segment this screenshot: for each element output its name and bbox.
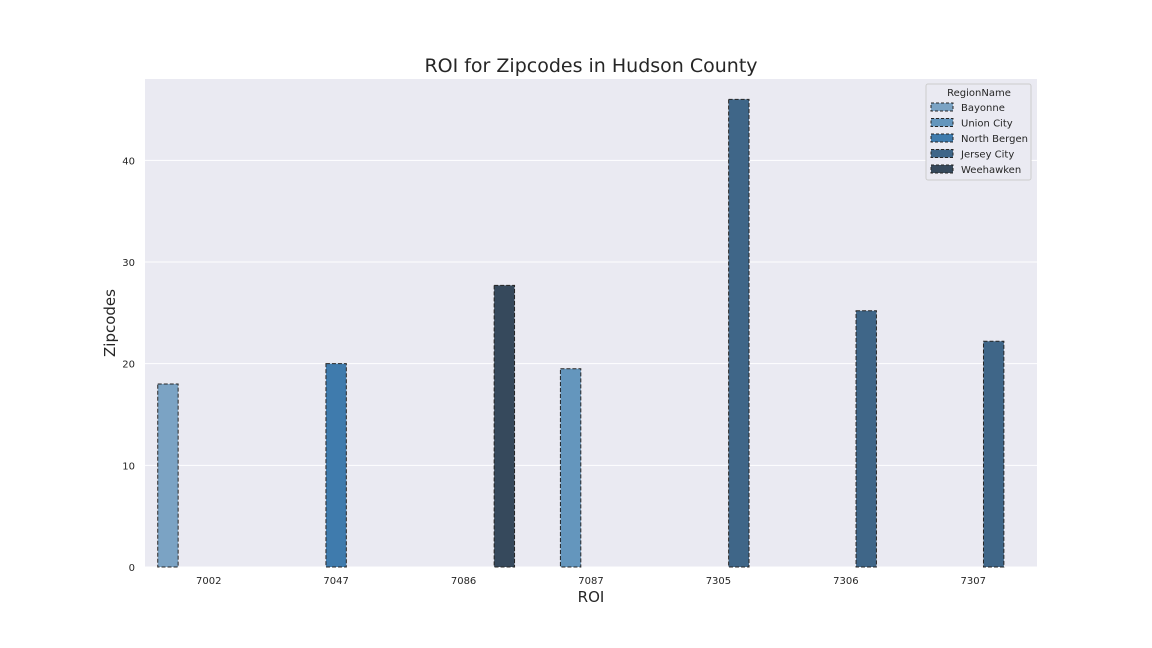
x-axis-label: ROI [578,588,605,606]
bar [728,98,750,568]
legend-label: Jersey City [960,150,1014,161]
x-axis-ticks: 7002 7047 7086 7087 7305 7306 7307 [196,576,986,587]
legend-swatch [930,149,954,158]
bar [325,363,347,568]
y-tick-label: 0 [129,563,135,574]
x-tick-label: 7087 [578,576,603,587]
legend-title: RegionName [947,88,1011,99]
y-tick-label: 10 [122,461,135,472]
legend-items: Bayonne Union City North Bergen Jersey City… [930,102,1028,176]
x-tick-label: 7086 [451,576,476,587]
y-tick-label: 30 [122,258,135,269]
bar [493,284,516,568]
legend-label: Union City [961,119,1013,130]
x-tick-label: 7307 [961,576,986,587]
legend: RegionName Bayonne Union City North Bergen… [925,83,1032,181]
legend-swatch [930,164,954,174]
y-tick-label: 40 [122,156,135,167]
bars [157,98,1005,568]
bar [855,310,877,568]
plot-background [145,79,1037,567]
x-tick-label: 7305 [706,576,731,587]
legend-label: Bayonne [961,103,1005,114]
bar [559,368,582,568]
y-axis-label: Zipcodes [101,289,119,357]
chart-title: ROI for Zipcodes in Hudson County [424,55,757,77]
legend-swatch [930,102,954,112]
x-tick-label: 7002 [196,576,221,587]
x-tick-label: 7306 [833,576,858,587]
x-tick-label: 7047 [323,576,348,587]
y-tick-label: 20 [122,360,135,371]
bar [157,383,179,568]
legend-swatch [930,133,954,143]
legend-label: Weehawken [961,165,1021,176]
legend-swatch [930,118,954,127]
legend-label: North Bergen [961,134,1028,145]
bar [982,340,1005,568]
grid [145,159,1037,568]
y-axis-ticks: 0 10 20 30 40 [122,156,135,574]
